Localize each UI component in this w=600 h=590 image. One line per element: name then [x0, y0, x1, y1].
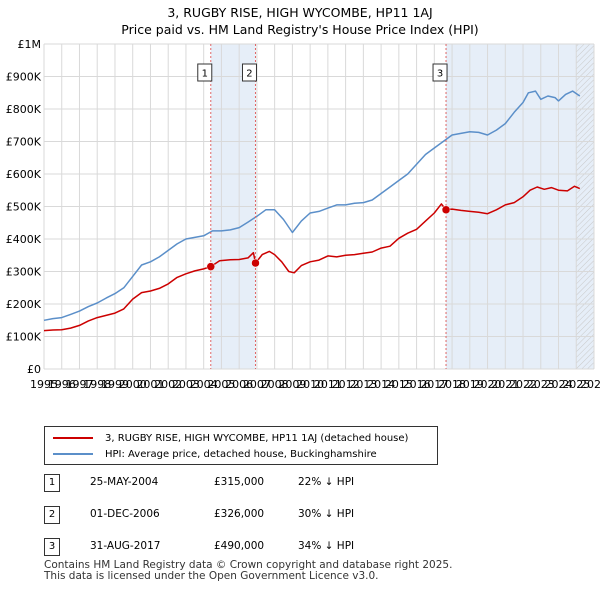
sale-number-badge: 3 [44, 538, 60, 556]
x-tick-label: 2017 [420, 378, 448, 391]
chart-subtitle: Price paid vs. HM Land Registry's House … [121, 22, 479, 37]
legend-item-property: 3, RUGBY RISE, HIGH WYCOMBE, HP11 1AJ (d… [53, 430, 408, 446]
sale-price: £490,000 [214, 540, 265, 552]
sale-hpi-diff: 22% ↓ HPI [298, 476, 355, 488]
x-tick-label: 2000 [119, 378, 147, 391]
x-tick-label: 2002 [154, 378, 182, 391]
sale-marker-box [197, 63, 213, 82]
x-tick-label: 2024 [545, 378, 573, 391]
chart-legend: 3, RUGBY RISE, HIGH WYCOMBE, HP11 1AJ (d… [44, 426, 438, 465]
x-tick-label: 2022 [509, 378, 537, 391]
legend-label-property: 3, RUGBY RISE, HIGH WYCOMBE, HP11 1AJ (d… [105, 432, 409, 444]
sale-price: £315,000 [214, 476, 265, 488]
y-tick-label: £300K [6, 266, 42, 279]
chart-title-block: 3, RUGBY RISE, HIGH WYCOMBE, HP11 1AJ Pr… [0, 4, 600, 38]
y-tick-label: £800K [6, 103, 42, 116]
sale-point [441, 205, 451, 214]
x-tick-label: 2015 [385, 378, 413, 391]
x-tick-label: 1998 [83, 378, 111, 391]
x-tick-label: 2005 [207, 378, 235, 391]
sale-price: £326,000 [214, 508, 265, 520]
sale-date: 31-AUG-2017 [90, 540, 161, 552]
sale-number-badge: 1 [44, 474, 60, 492]
price-chart: 1 2 3 £0 £100K £200K £300K £400K £500K £600K £700… [6, 38, 600, 391]
y-tick-label: £900K [6, 71, 42, 84]
sale-hpi-diff: 30% ↓ HPI [298, 508, 355, 520]
x-tick-label: 2012 [332, 378, 360, 391]
x-tick-label: 2008 [261, 378, 289, 391]
sale-hpi-diff: 34% ↓ HPI [298, 540, 355, 552]
sale-marker-label: 2 [246, 69, 252, 80]
x-tick-label: 2021 [491, 378, 519, 391]
x-tick-label: 1999 [101, 378, 129, 391]
x-tick-label: 2013 [349, 378, 377, 391]
sale-marker-box [432, 63, 448, 82]
x-tick-label: 2018 [438, 378, 466, 391]
x-tick-label: 2001 [136, 378, 164, 391]
x-tick-label: 2019 [456, 378, 484, 391]
x-tick-label: 2020 [474, 378, 502, 391]
sale-marker-box [241, 63, 257, 82]
footer-line-copyright: Contains HM Land Registry data © Crown c… [44, 559, 453, 571]
sale-point [206, 262, 216, 271]
x-tick-label: 2006 [225, 378, 253, 391]
footer-attribution: Contains HM Land Registry data © Crown c… [44, 560, 452, 582]
x-tick-label: 2003 [172, 378, 200, 391]
x-tick-label: 2007 [243, 378, 271, 391]
x-tick-label: 2011 [314, 378, 342, 391]
x-tick-label: 1997 [65, 378, 93, 391]
y-tick-label: £600K [6, 168, 42, 181]
sale-number-badge: 2 [44, 506, 60, 524]
legend-swatch-hpi [53, 453, 93, 455]
x-tick-label: 1996 [48, 378, 76, 391]
x-tick-label: 2016 [403, 378, 431, 391]
x-tick-label: 2025 [562, 378, 590, 391]
y-tick-label: £400K [6, 233, 42, 246]
x-tick-label: 2010 [296, 378, 324, 391]
y-tick-label: £700K [6, 136, 42, 149]
series-line-property [43, 185, 581, 332]
y-tick-label: £200K [6, 298, 42, 311]
legend-swatch-property [53, 437, 93, 439]
footer-line-licence: This data is licensed under the Open Gov… [44, 570, 379, 582]
y-tick-label: £1M [18, 38, 42, 51]
sale-marker-label: 1 [202, 69, 208, 80]
x-tick-label: 2014 [367, 378, 395, 391]
y-tick-label: £0 [27, 363, 41, 376]
sale-date: 25-MAY-2004 [90, 476, 159, 488]
legend-item-hpi: HPI: Average price, detached house, Buck… [53, 446, 377, 462]
sale-point [251, 258, 260, 268]
sale-marker-label: 3 [437, 69, 443, 80]
x-tick-label: 2004 [190, 378, 218, 391]
sale-date: 01-DEC-2006 [90, 508, 160, 520]
y-tick-label: £100K [6, 331, 42, 344]
series-line-hpi [43, 90, 581, 322]
y-tick-label: £500K [6, 201, 42, 214]
x-tick-label: 2026 [580, 378, 600, 391]
x-tick-label: 2009 [278, 378, 306, 391]
chart-title: 3, RUGBY RISE, HIGH WYCOMBE, HP11 1AJ [167, 5, 433, 20]
x-tick-label: 2023 [527, 378, 555, 391]
x-tick-label: 1995 [30, 378, 58, 391]
legend-label-hpi: HPI: Average price, detached house, Buck… [105, 448, 377, 460]
